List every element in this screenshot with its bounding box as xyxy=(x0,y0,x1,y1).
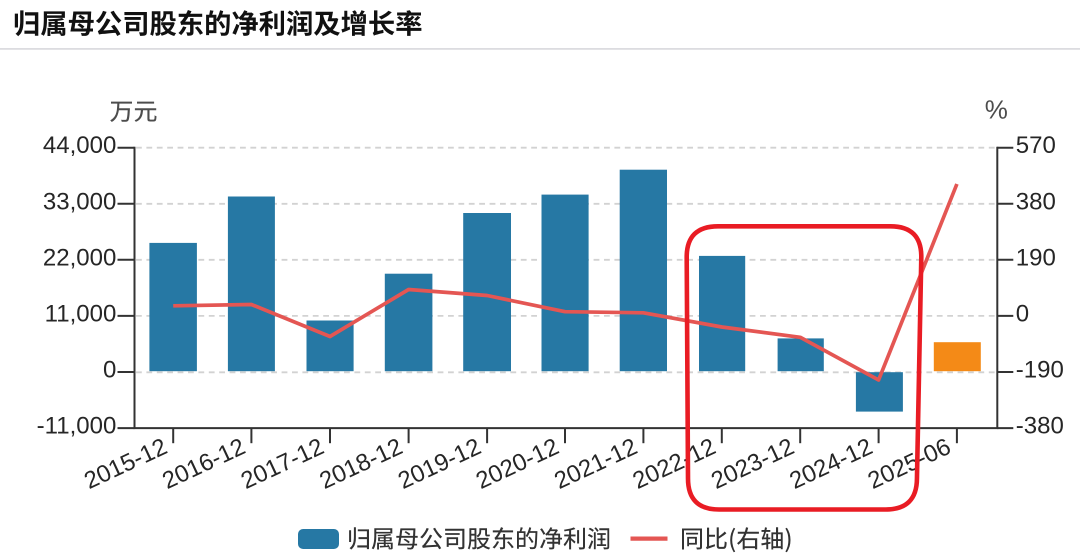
svg-text:%: % xyxy=(985,95,1008,125)
svg-text:380: 380 xyxy=(1016,188,1056,215)
svg-text:33,000: 33,000 xyxy=(43,188,116,215)
svg-text:190: 190 xyxy=(1016,244,1056,271)
svg-text:0: 0 xyxy=(103,357,116,384)
svg-text:-190: -190 xyxy=(1016,357,1064,384)
svg-text:-380: -380 xyxy=(1016,413,1064,440)
svg-text:22,000: 22,000 xyxy=(43,244,116,271)
svg-text:-11,000: -11,000 xyxy=(37,413,117,440)
svg-text:0: 0 xyxy=(1016,300,1029,327)
svg-text:11,000: 11,000 xyxy=(45,300,117,327)
svg-text:44,000: 44,000 xyxy=(43,132,116,159)
svg-text:570: 570 xyxy=(1016,132,1056,159)
